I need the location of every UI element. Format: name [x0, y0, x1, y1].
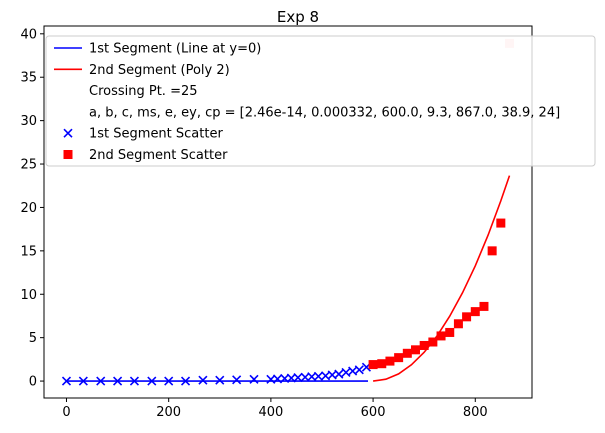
scatter-point-x: [96, 376, 106, 386]
x-tick-label: 400: [258, 405, 283, 420]
y-tick-label: 0: [29, 375, 37, 390]
y-tick-label: 35: [20, 71, 37, 86]
legend-label: 2nd Segment Scatter: [89, 148, 228, 163]
y-tick-label: 20: [20, 201, 37, 216]
plot-area: [61, 38, 515, 386]
legend: 1st Segment (Line at y=0) 2nd Segment (Po…: [45, 35, 596, 167]
legend-handle-x: [63, 128, 73, 138]
scatter-point-square: [402, 348, 412, 358]
scatter-point-square: [428, 337, 438, 347]
legend-label: 1st Segment Scatter: [89, 127, 223, 142]
scatter-point-square: [479, 301, 489, 311]
legend-box: [45, 35, 596, 167]
legend-label: Crossing Pt. =25: [89, 84, 198, 99]
y-axis: 0 5 10 15 20 25 30 35 40: [20, 27, 44, 390]
scatter-point-x: [313, 371, 323, 381]
scatter-point-x: [147, 376, 157, 386]
legend-label: 1st Segment (Line at y=0): [89, 42, 261, 57]
scatter-point-x: [180, 376, 191, 386]
scatter-point-x: [249, 374, 259, 384]
scatter-point-x: [129, 376, 140, 386]
scatter-point-x: [78, 376, 88, 386]
scatter-point-square: [368, 360, 378, 370]
scatter-point-x: [334, 369, 344, 379]
scatter-point-x: [113, 376, 123, 386]
y-tick-label: 10: [20, 288, 37, 303]
scatter-point-square: [394, 353, 404, 363]
scatter-point-square: [436, 331, 446, 341]
legend-handle-square: [63, 150, 73, 159]
legend-label: 2nd Segment (Poly 2): [89, 63, 230, 78]
series-line-1: [372, 175, 511, 382]
scatter-point-x: [354, 365, 364, 375]
scatter-point-square: [377, 359, 387, 369]
scatter-point-square: [462, 312, 472, 322]
scatter-point-square: [453, 319, 463, 329]
scatter-point-x: [61, 376, 72, 386]
axes-frame: [43, 25, 533, 399]
x-tick-label: 0: [62, 405, 70, 420]
x-tick-label: 200: [156, 405, 181, 420]
scatter-point-square: [496, 218, 506, 228]
y-tick-label: 30: [20, 114, 37, 129]
legend-label: a, b, c, ms, e, ey, cp = [2.46e-14, 0.00…: [89, 105, 560, 120]
scatter-point-square: [419, 340, 429, 350]
x-tick-label: 800: [463, 405, 488, 420]
chart-title: Exp 8: [277, 8, 319, 26]
scatter-point-square: [410, 345, 420, 355]
scatter-point-square: [487, 246, 497, 256]
y-tick-label: 5: [29, 331, 37, 346]
scatter-point-x: [272, 374, 283, 384]
scatter-point-x: [232, 375, 242, 385]
x-tick-label: 600: [361, 405, 386, 420]
scatter-point-x: [198, 375, 208, 385]
scatter-point-square: [445, 327, 455, 337]
scatter-point-square: [385, 356, 395, 366]
y-tick-label: 15: [20, 244, 37, 259]
scatter-point-x: [164, 376, 174, 386]
y-tick-label: 25: [20, 158, 37, 173]
x-axis: 0 200 400 600 800: [62, 398, 488, 420]
scatter-point-square: [470, 307, 480, 317]
scatter-point-x: [293, 373, 303, 383]
scatter-point-x: [215, 375, 225, 385]
y-tick-label: 40: [20, 27, 37, 42]
